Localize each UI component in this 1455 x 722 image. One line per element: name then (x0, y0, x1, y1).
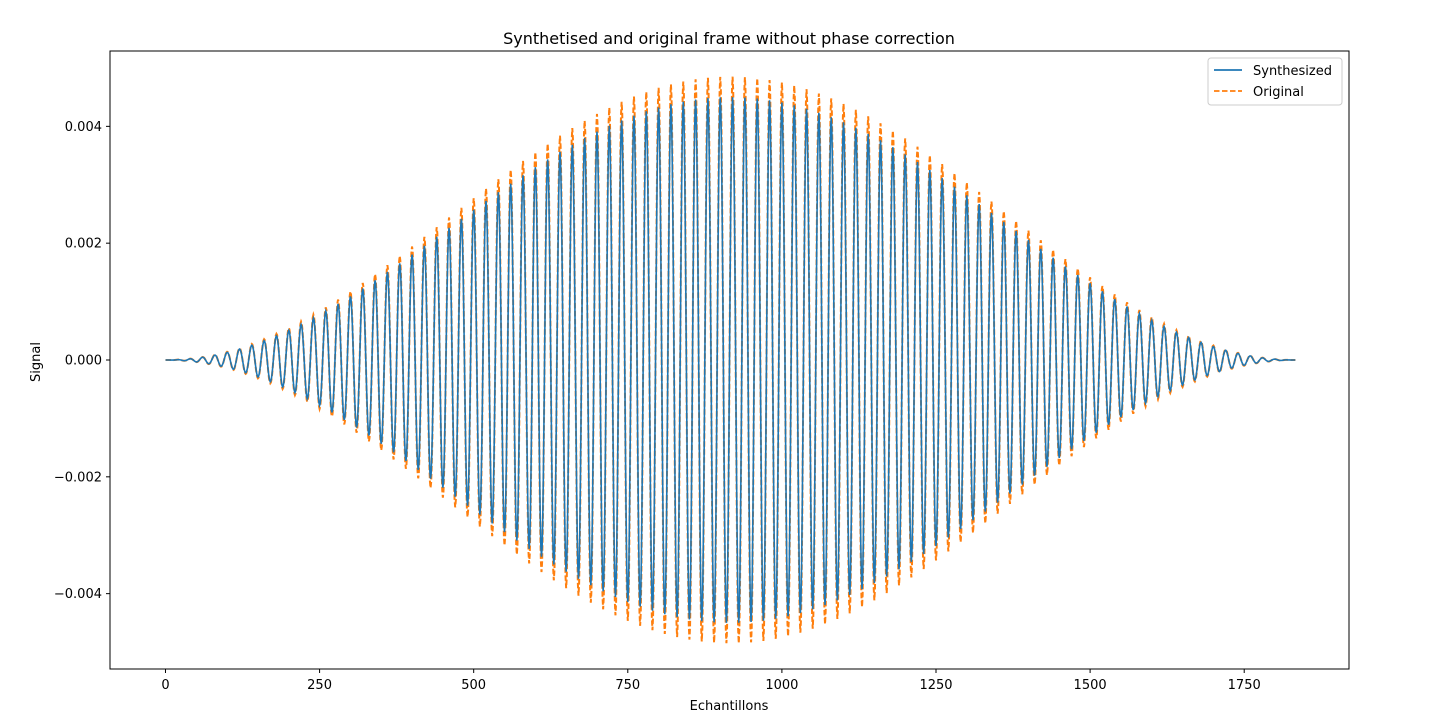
chart-title: Synthetised and original frame without p… (503, 29, 955, 48)
series-layer (165, 76, 1296, 644)
x-tick-label: 1250 (919, 678, 952, 693)
y-tick-label: −0.004 (54, 587, 102, 602)
legend-label-synthesized: Synthesized (1253, 64, 1332, 79)
x-tick-label: 500 (461, 678, 486, 693)
x-tick-label: 1500 (1074, 678, 1107, 693)
y-tick-label: 0.000 (65, 354, 102, 369)
y-axis-label: Signal (29, 342, 44, 382)
x-tick-label: 0 (161, 678, 169, 693)
x-tick-label: 250 (307, 678, 332, 693)
y-axis: −0.004 −0.002 0.000 0.002 0.004 (54, 120, 110, 602)
x-axis: 0 250 500 750 1000 1250 1500 1750 (161, 669, 1261, 693)
y-tick-label: −0.002 (54, 470, 102, 485)
legend-label-original: Original (1253, 85, 1304, 100)
x-tick-label: 1750 (1228, 678, 1261, 693)
plot-area (109, 50, 1350, 670)
y-tick-label: 0.002 (65, 237, 102, 252)
x-tick-label: 750 (615, 678, 640, 693)
x-tick-label: 1000 (765, 678, 798, 693)
legend: Synthesized Original (1207, 57, 1343, 106)
y-tick-label: 0.004 (65, 120, 102, 135)
x-axis-label: Echantillons (690, 699, 769, 714)
series-synthesized (165, 97, 1296, 623)
